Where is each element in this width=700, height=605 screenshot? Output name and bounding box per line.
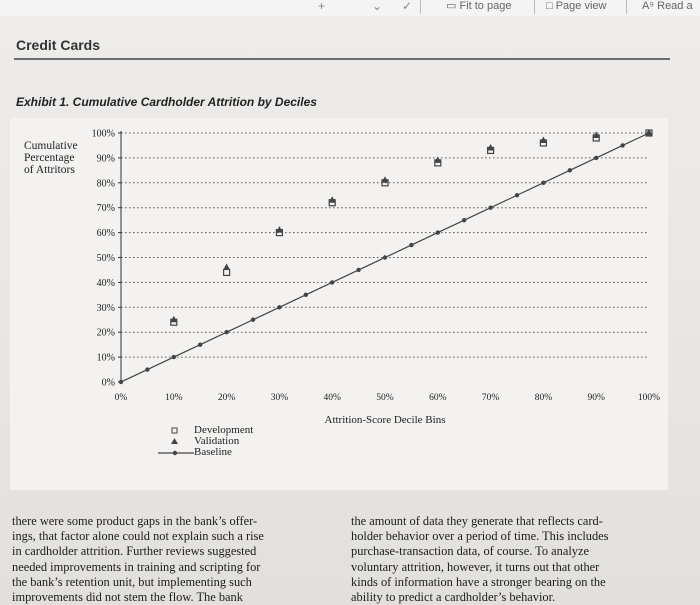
read-aloud-button[interactable]: A⁹ Read a (642, 0, 693, 12)
body-text-left-column: there were some product gaps in the bank… (12, 514, 264, 605)
legend-square-marker (171, 427, 178, 434)
validation-point (592, 131, 600, 138)
x-tick-label: 20% (218, 393, 236, 403)
chevron-down-icon[interactable]: ⌄ (372, 0, 383, 13)
baseline-point (250, 317, 256, 322)
x-tick-label: 40% (323, 393, 341, 403)
toolbar-divider (534, 0, 535, 14)
section-rule (14, 58, 670, 60)
baseline-point (356, 267, 361, 273)
x-tick-label: 0% (115, 393, 128, 403)
chart-panel: 0% 10% 20% 30% 40% 50% 60% 70% 80% 90% 100% 0% 10% 20… (10, 118, 668, 490)
body-line: there were some product gaps in the bank… (12, 514, 258, 528)
validation-point (223, 263, 231, 270)
validation-point (487, 143, 495, 151)
y-tick-label: 50% (97, 253, 115, 264)
body-line: improvements did not stem the flow. The … (12, 590, 243, 605)
baseline-point (224, 330, 229, 335)
baseline-point (277, 305, 282, 310)
body-line: ability to predict a cardholder’s behavi… (351, 590, 556, 605)
baseline-point (382, 255, 388, 260)
body-line: the bank’s retention unit, but implement… (12, 574, 252, 589)
baseline-point (594, 155, 599, 161)
body-line: in cardholder attrition. Further reviews… (12, 544, 257, 559)
y-axis-title-line: Cumulative (24, 140, 78, 152)
x-tick-label: 30% (271, 393, 289, 403)
validation-point (170, 315, 178, 323)
validation-point (539, 136, 547, 143)
read-aloud-label: Read a (657, 0, 693, 12)
toolbar-divider (626, 0, 627, 14)
x-tick-label: 100% (638, 393, 660, 403)
baseline-point (435, 230, 440, 235)
baseline-point (462, 217, 467, 223)
baseline-point (171, 354, 176, 360)
read-aloud-icon: A⁹ (642, 0, 655, 12)
validation-point (434, 156, 442, 163)
x-tick-label: 80% (535, 393, 553, 403)
body-line: ings, that factor alone could not explai… (12, 529, 264, 544)
page-view-icon: □ (546, 0, 553, 12)
baseline-point (303, 292, 308, 298)
baseline-point (118, 379, 124, 385)
body-line: kinds of information have a stronger bea… (351, 574, 606, 589)
y-tick-label: 60% (97, 228, 115, 239)
y-tick-label: 30% (97, 303, 115, 314)
check-icon[interactable]: ✓ (402, 0, 413, 13)
exhibit-title: Exhibit 1. Cumulative Cardholder Attriti… (16, 95, 317, 109)
y-tick-label: 40% (97, 278, 115, 289)
baseline-point (514, 193, 520, 198)
reader-toolbar: + ⌄ ✓ ▭ Fit to page □ Page view A⁹ Read … (0, 0, 700, 17)
body-line: voluntary attrition, however, it turns o… (351, 559, 600, 574)
baseline-point (330, 280, 335, 285)
y-axis-title-line: of Attritors (24, 164, 75, 176)
legend-triangle-marker (171, 438, 178, 444)
baseline-point (541, 180, 546, 185)
baseline-point (198, 342, 203, 347)
y-tick-label: 100% (92, 129, 115, 140)
x-axis-title: Attrition-Score Decile Bins (325, 414, 446, 426)
legend-line-marker (158, 450, 194, 456)
baseline-point (567, 168, 572, 173)
fit-to-page-button[interactable]: ▭ Fit to page (446, 0, 511, 12)
x-tick-label: 70% (482, 393, 500, 403)
section-title: Credit Cards (16, 37, 101, 53)
x-tick-label: 10% (165, 393, 183, 403)
validation-point (275, 226, 283, 233)
document-page: Credit Cards Exhibit 1. Cumulative Cardh… (0, 16, 700, 605)
body-line: purchase-transaction data, of course. To… (351, 544, 590, 559)
validation-point (645, 129, 653, 136)
y-axis-title-line: Percentage (24, 152, 74, 164)
baseline-point (620, 143, 625, 148)
y-tick-label: 0% (102, 378, 115, 389)
y-tick-label: 20% (97, 328, 115, 339)
development-point (223, 268, 231, 277)
toolbar-divider (420, 0, 421, 14)
x-tick-label: 90% (587, 393, 605, 403)
y-tick-label: 70% (97, 203, 115, 214)
validation-point (381, 176, 389, 183)
legend-label-baseline: Baseline (194, 446, 232, 458)
y-tick-label: 10% (97, 353, 115, 364)
legend-label-development: Development (194, 424, 254, 436)
attrition-chart: 0% 10% 20% 30% 40% 50% 60% 70% 80% 90% 100% 0% 10% 20… (24, 129, 660, 427)
body-line: needed improvements in training and scri… (12, 559, 261, 574)
page-view-label: Page view (555, 0, 607, 12)
body-line: holder behavior over a period of time. T… (351, 529, 609, 544)
fit-page-icon: ▭ (446, 0, 457, 12)
baseline-point (145, 367, 150, 372)
plus-icon[interactable]: + (318, 0, 326, 13)
validation-point (328, 196, 336, 203)
fit-to-page-label: Fit to page (459, 0, 512, 12)
page-view-button[interactable]: □ Page view (546, 0, 606, 12)
legend-label-validation: Validation (194, 435, 240, 447)
baseline-point (488, 205, 493, 210)
x-tick-label: 50% (376, 393, 394, 403)
x-tick-label: 60% (429, 393, 447, 403)
body-line: the amount of data they generate that re… (351, 514, 603, 528)
body-text-right-column: the amount of data they generate that re… (351, 514, 609, 605)
baseline-point (409, 242, 414, 248)
y-tick-label: 90% (97, 153, 115, 164)
y-tick-label: 80% (97, 178, 115, 189)
